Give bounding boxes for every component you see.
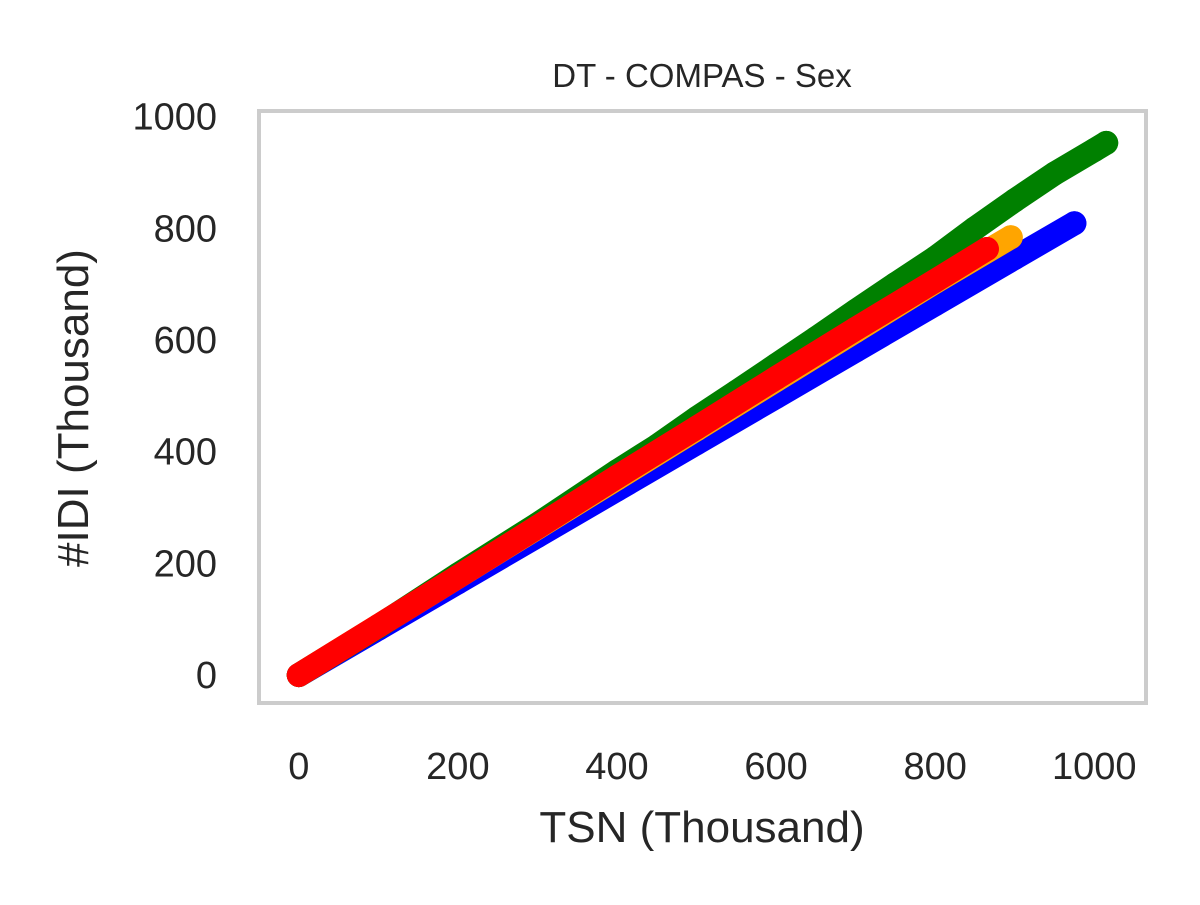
data-point <box>923 268 948 293</box>
x-tick-label: 600 <box>744 746 807 788</box>
x-axis-label: TSN (Thousand) <box>539 803 864 852</box>
data-point <box>366 613 391 638</box>
data-point <box>1042 161 1067 186</box>
y-tick-label: 200 <box>154 543 217 585</box>
chart-title: DT - COMPAS - Sex <box>552 57 852 94</box>
data-point <box>962 216 987 241</box>
x-tick-label: 0 <box>288 746 309 788</box>
data-point <box>604 464 629 489</box>
data-point <box>1094 130 1119 155</box>
axis-ticks: 0 200 400 600 800 1000 0 200 400 600 800 1000 <box>132 97 1136 788</box>
data-point <box>998 225 1023 250</box>
y-tick-label: 800 <box>154 208 217 250</box>
series-4 <box>286 236 999 688</box>
y-tick-label: 400 <box>154 432 217 474</box>
series-line <box>286 236 999 688</box>
data-point <box>1002 188 1027 213</box>
data-point <box>974 236 999 261</box>
plot-frame <box>257 109 1148 705</box>
data-point <box>843 316 868 341</box>
y-tick-label: 1000 <box>132 97 217 139</box>
x-tick-label: 1000 <box>1052 746 1137 788</box>
x-tick-label: 800 <box>903 746 966 788</box>
x-tick-label: 200 <box>426 746 489 788</box>
plot-area <box>286 130 1119 688</box>
data-point <box>445 564 470 589</box>
y-tick-label: 600 <box>154 320 217 362</box>
data-point <box>684 415 709 440</box>
x-tick-label: 400 <box>585 746 648 788</box>
data-point <box>286 663 311 688</box>
data-point <box>1062 211 1087 236</box>
y-axis-label: #IDI (Thousand) <box>49 249 98 567</box>
data-point <box>525 515 550 540</box>
y-tick-label: 0 <box>196 655 217 697</box>
data-point <box>764 365 789 390</box>
